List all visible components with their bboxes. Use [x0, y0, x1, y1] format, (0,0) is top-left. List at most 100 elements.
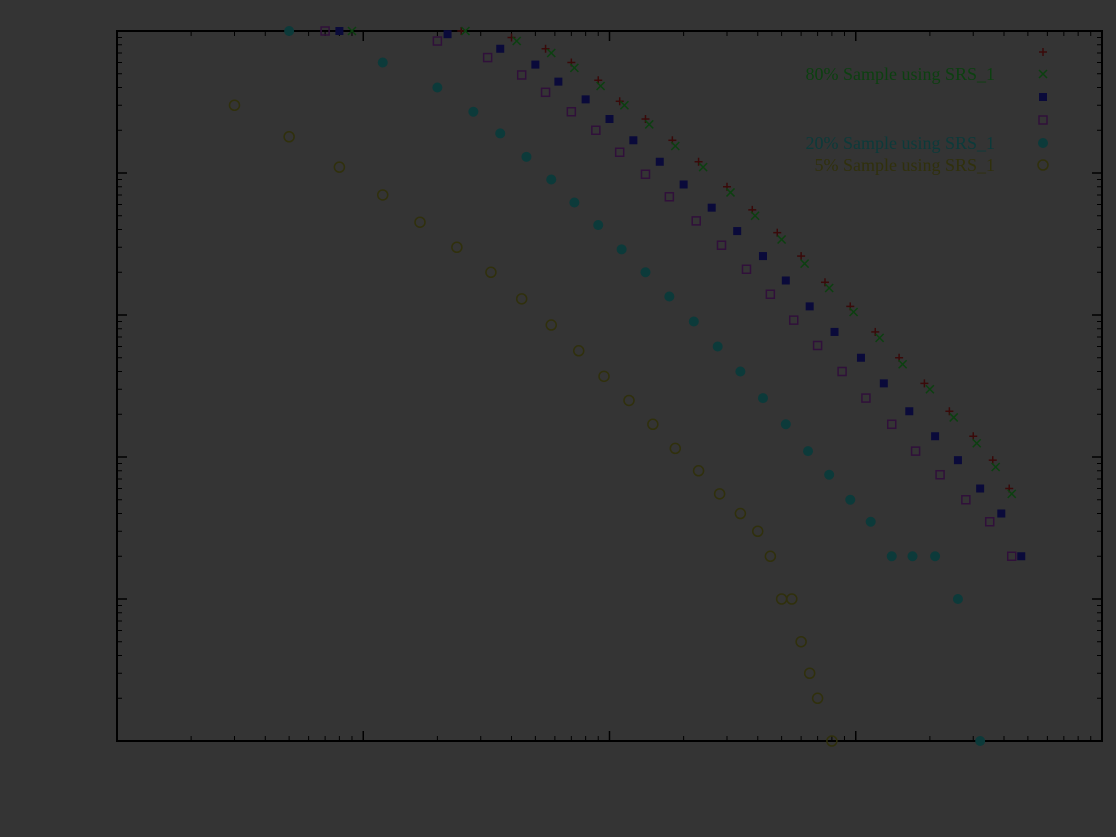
data-point — [669, 442, 682, 455]
series-1 — [335, 27, 1014, 493]
data-point — [997, 509, 1006, 518]
data-point — [593, 220, 604, 231]
data-point — [788, 315, 799, 325]
data-point — [228, 99, 241, 111]
data-point — [691, 216, 701, 226]
series-6 — [228, 99, 838, 747]
data-point — [598, 370, 610, 383]
data-point — [984, 516, 995, 527]
data-point — [670, 141, 680, 151]
data-point — [758, 252, 767, 261]
data-point — [757, 393, 768, 404]
data-point — [541, 44, 550, 53]
data-point — [640, 267, 651, 278]
data-point — [546, 48, 556, 58]
data-point — [733, 227, 742, 236]
data-point — [554, 77, 563, 86]
legend-marker — [1038, 69, 1048, 79]
data-point — [879, 379, 888, 388]
data-point — [596, 81, 606, 91]
data-point — [284, 26, 295, 36]
data-point — [713, 488, 726, 500]
data-point — [664, 291, 675, 302]
axis-ticks — [116, 30, 1103, 742]
data-point — [1006, 551, 1017, 562]
legend-label: 5% Sample using SRS_1 — [814, 155, 995, 175]
data-point — [886, 419, 897, 430]
data-point — [485, 266, 497, 279]
data-point — [826, 735, 838, 747]
data-point — [875, 333, 885, 343]
data-point — [856, 353, 865, 362]
data-point — [694, 157, 703, 166]
data-point — [953, 456, 962, 465]
data-point — [335, 27, 344, 35]
data-point — [837, 366, 847, 377]
data-point — [496, 44, 505, 53]
data-point — [432, 36, 443, 46]
data-point — [443, 30, 452, 39]
data-point — [765, 289, 776, 299]
data-point — [515, 293, 528, 305]
data-point — [641, 115, 650, 124]
data-point — [830, 327, 839, 336]
data-point — [849, 307, 859, 317]
data-point — [640, 169, 651, 179]
data-point — [797, 252, 806, 261]
data-point — [377, 57, 388, 68]
data-point — [735, 366, 746, 377]
data-point — [516, 70, 527, 80]
data-point — [935, 469, 945, 480]
data-point — [930, 551, 941, 562]
data-point — [482, 52, 493, 63]
data-point — [566, 106, 577, 117]
legend-marker — [1038, 138, 1048, 148]
data-point — [752, 525, 764, 537]
data-point — [616, 244, 627, 255]
data-point — [811, 692, 824, 705]
data-point — [495, 128, 506, 139]
data-point — [952, 594, 963, 604]
data-point — [861, 393, 871, 403]
legend: 80% Sample using SRS_1 20% Sample using S… — [805, 48, 1049, 175]
data-point — [931, 432, 940, 441]
data-point — [507, 33, 516, 42]
data-point — [698, 162, 708, 172]
data-point — [975, 736, 986, 746]
data-point — [623, 394, 635, 407]
data-point — [775, 593, 788, 605]
data-point — [679, 180, 688, 189]
data-point — [644, 119, 654, 129]
data-point — [591, 125, 601, 136]
data-point — [845, 494, 856, 505]
legend-label: 80% Sample using SRS_1 — [805, 64, 995, 84]
data-point — [824, 469, 835, 480]
data-point — [1017, 552, 1026, 561]
data-point — [803, 667, 816, 679]
data-point — [777, 234, 787, 245]
data-point — [780, 419, 791, 430]
data-point — [781, 276, 790, 285]
data-point — [540, 87, 551, 98]
data-point — [320, 26, 330, 36]
data-point — [764, 550, 777, 563]
data-point — [773, 228, 782, 237]
legend-marker — [1039, 48, 1047, 56]
data-point — [376, 189, 389, 201]
data-point — [800, 259, 810, 269]
data-point — [925, 384, 935, 394]
data-point — [712, 341, 723, 352]
data-point — [414, 216, 426, 228]
data-point — [991, 462, 1001, 472]
data-point — [688, 316, 699, 327]
series-2 — [347, 26, 1017, 499]
series-layer — [228, 26, 1026, 747]
data-point — [961, 494, 971, 505]
data-point — [460, 26, 470, 36]
data-point — [750, 211, 760, 221]
data-point — [521, 151, 532, 162]
data-point — [569, 197, 580, 208]
data-point — [545, 319, 557, 331]
series-4 — [320, 26, 1017, 562]
